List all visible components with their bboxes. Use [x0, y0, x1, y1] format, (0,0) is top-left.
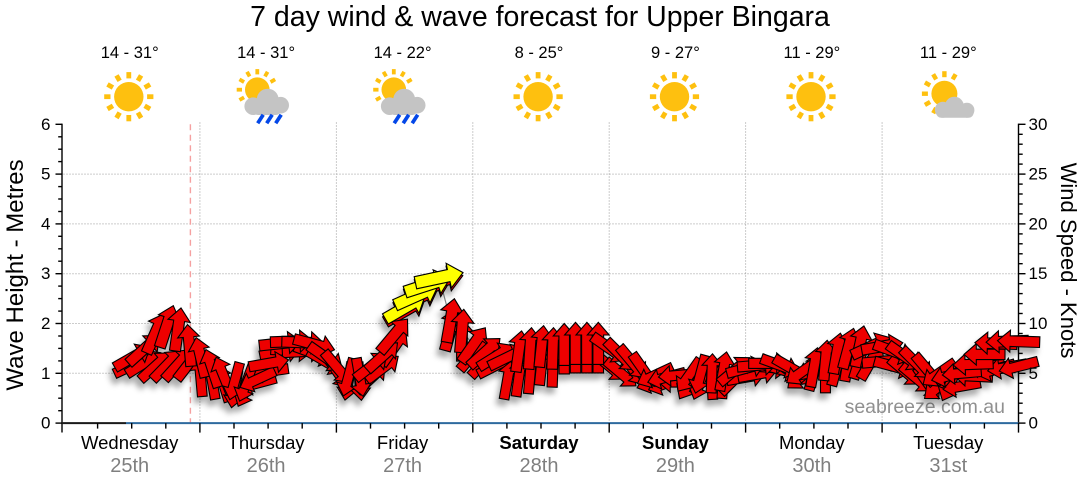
- svg-text:7 day wind & wave forecast for: 7 day wind & wave forecast for Upper Bin…: [250, 1, 830, 33]
- svg-text:27th: 27th: [383, 455, 422, 477]
- svg-text:20: 20: [1029, 214, 1048, 233]
- svg-text:10: 10: [1029, 314, 1048, 333]
- svg-text:8 - 25°: 8 - 25°: [515, 44, 564, 62]
- svg-text:1: 1: [41, 364, 50, 383]
- svg-text:30th: 30th: [792, 455, 831, 477]
- svg-text:2: 2: [41, 314, 50, 333]
- svg-text:28th: 28th: [520, 455, 559, 477]
- svg-text:Saturday: Saturday: [499, 432, 579, 453]
- svg-text:Wednesday: Wednesday: [81, 432, 179, 453]
- svg-text:26th: 26th: [247, 455, 286, 477]
- svg-text:25: 25: [1029, 165, 1048, 184]
- svg-text:15: 15: [1029, 264, 1048, 283]
- svg-text:0: 0: [41, 414, 50, 433]
- svg-text:Friday: Friday: [377, 432, 429, 453]
- svg-text:5: 5: [1029, 364, 1038, 383]
- svg-text:3: 3: [41, 264, 50, 283]
- svg-text:5: 5: [41, 165, 50, 184]
- svg-text:4: 4: [41, 214, 50, 233]
- svg-text:14 - 22°: 14 - 22°: [374, 44, 432, 62]
- svg-text:0: 0: [1029, 414, 1038, 433]
- svg-text:11 - 29°: 11 - 29°: [784, 44, 841, 62]
- svg-text:29th: 29th: [656, 455, 695, 477]
- svg-text:Wind Speed - Knots: Wind Speed - Knots: [1056, 163, 1080, 359]
- svg-text:Thursday: Thursday: [228, 432, 306, 453]
- svg-text:Wave Height - Metres: Wave Height - Metres: [2, 159, 29, 390]
- svg-text:14 - 31°: 14 - 31°: [237, 44, 295, 62]
- svg-text:Monday: Monday: [779, 432, 846, 453]
- svg-text:25th: 25th: [110, 455, 149, 477]
- svg-text:6: 6: [41, 115, 50, 134]
- svg-text:30: 30: [1029, 115, 1048, 134]
- svg-text:31st: 31st: [929, 455, 967, 477]
- svg-text:seabreeze.com.au: seabreeze.com.au: [845, 396, 1005, 418]
- svg-text:Sunday: Sunday: [642, 432, 710, 453]
- svg-text:14 - 31°: 14 - 31°: [101, 44, 159, 62]
- svg-text:11 - 29°: 11 - 29°: [920, 44, 977, 62]
- svg-text:9 - 27°: 9 - 27°: [651, 44, 700, 62]
- svg-text:Tuesday: Tuesday: [913, 432, 984, 453]
